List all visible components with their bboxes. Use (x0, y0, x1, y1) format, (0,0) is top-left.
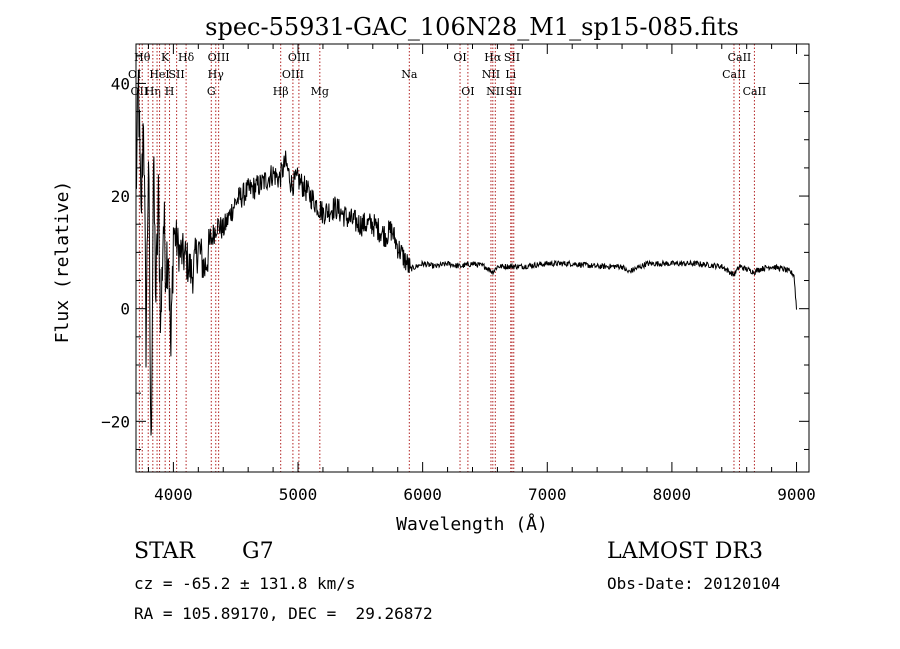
x-axis-label: Wavelength (Å) (396, 513, 548, 535)
spectral-line-label: G (207, 85, 216, 98)
spectral-line-label: HeI (149, 68, 169, 81)
spectral-line-label: OI (128, 68, 141, 81)
spectral-line-label: K (161, 51, 170, 64)
spectrum-chart: spec-55931-GAC_106N28_M1_sp15-085.fits O… (52, 13, 816, 535)
x-tick-label: 4000 (154, 485, 193, 504)
spectral-line-label: H (165, 85, 175, 98)
chart-title: spec-55931-GAC_106N28_M1_sp15-085.fits (205, 13, 739, 41)
y-tick-label: 20 (111, 187, 130, 206)
spectral-line-label: Mg (311, 85, 329, 98)
x-tick-label: 7000 (528, 485, 567, 504)
y-tick-label: 0 (120, 300, 130, 319)
spectral-line-label: OI (461, 85, 474, 98)
spectral-line-label: NII (482, 68, 500, 81)
spectral-line-label: OIII (282, 68, 304, 81)
y-tick-label: 40 (111, 74, 130, 93)
spectral-line-label: Li (505, 68, 516, 81)
x-axis-ticks: 4000 5000 6000 7000 8000 9000 (147, 44, 816, 504)
spectral-line-label: OIII (208, 51, 230, 64)
velocity-readout: cz = -65.2 ± 131.8 km/s (134, 574, 356, 593)
plot-frame (135, 43, 810, 473)
spectral-line-label: Hθ (134, 51, 151, 64)
y-axis-label: Flux (relative) (52, 181, 73, 344)
object-class: STAR (134, 539, 195, 564)
coordinates: RA = 105.89170, DEC = 29.26872 (134, 604, 433, 623)
spectral-line-label: CaII (743, 85, 767, 98)
spectral-line-label: Hγ (208, 68, 225, 81)
spectral-line-label: Hδ (178, 51, 195, 64)
spectral-line-label: OII (131, 85, 149, 98)
spectral-line-label: SII (504, 51, 520, 64)
x-tick-label: 5000 (279, 485, 318, 504)
spectral-line-label: OIII (288, 51, 310, 64)
spectrum-series-line (135, 69, 797, 436)
spectral-line-label: SII (169, 68, 185, 81)
spectral-line-label: SII (506, 85, 522, 98)
spectral-line-label: Hη (145, 85, 161, 98)
x-tick-label: 9000 (777, 485, 816, 504)
x-tick-label: 8000 (653, 485, 692, 504)
spectral-line-label: CaII (722, 68, 746, 81)
object-subclass: G7 (242, 539, 274, 564)
spectral-line-label: Na (401, 68, 418, 81)
y-tick-label: −20 (101, 412, 130, 431)
spectral-line-label: Hα (484, 51, 502, 64)
spectral-line-label: Hβ (273, 85, 289, 98)
x-tick-label: 6000 (403, 485, 442, 504)
spectral-line-label: OI (453, 51, 466, 64)
spectral-line-label: NII (486, 85, 504, 98)
survey-name: LAMOST DR3 (607, 539, 763, 564)
y-axis-ticks: −20 0 20 40 (101, 54, 809, 450)
spectral-line-markers: OII Hθ Hη HeI K H SII Hδ G Hγ OIII Hβ OIII OIII Mg Na OI… (128, 44, 766, 472)
spectral-line-label: CaII (728, 51, 752, 64)
obs-date: Obs-Date: 20120104 (607, 574, 781, 593)
